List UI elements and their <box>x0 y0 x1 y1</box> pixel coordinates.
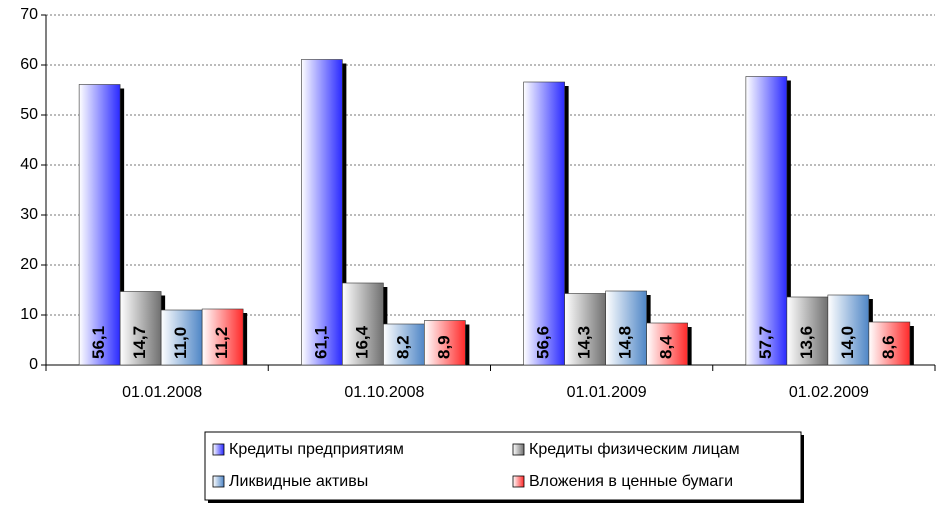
value-label: 8,6 <box>879 335 898 359</box>
y-tick-label: 10 <box>20 306 38 323</box>
bar <box>301 59 343 366</box>
bar <box>383 323 425 366</box>
y-tick-label: 50 <box>20 106 38 123</box>
legend-label: Кредиты предприятиям <box>229 441 404 458</box>
bar <box>745 76 788 366</box>
legend-label: Ликвидные активы <box>229 473 368 490</box>
value-label: 8,9 <box>434 335 453 359</box>
value-label: 14,0 <box>838 326 857 359</box>
y-tick-label: 20 <box>20 256 38 273</box>
y-tick-label: 70 <box>20 6 38 23</box>
value-label: 14,7 <box>130 326 149 359</box>
value-label: 56,1 <box>89 326 108 359</box>
bar <box>868 321 911 366</box>
value-label: 16,4 <box>352 325 371 359</box>
value-label: 14,8 <box>616 326 635 359</box>
bar <box>201 308 244 366</box>
bar <box>786 296 829 366</box>
legend <box>204 431 802 501</box>
bar <box>827 294 870 366</box>
value-label: 11,2 <box>212 327 231 359</box>
bar <box>646 322 688 366</box>
legend-swatch <box>212 443 225 456</box>
y-tick-label: 0 <box>29 356 38 373</box>
value-label: 57,7 <box>756 326 775 359</box>
bar <box>119 291 162 366</box>
value-label: 11,0 <box>171 327 190 359</box>
value-label: 8,2 <box>393 335 412 359</box>
bar <box>78 84 121 366</box>
bar <box>342 282 384 366</box>
legend-swatch <box>512 443 525 456</box>
legend-swatch <box>212 475 225 488</box>
x-tick-label: 01.01.2009 <box>567 384 647 401</box>
bar <box>605 290 647 366</box>
bar <box>564 293 606 366</box>
value-label: 13,6 <box>797 326 816 359</box>
y-tick-label: 30 <box>20 206 38 223</box>
bar <box>523 81 565 366</box>
value-label: 8,4 <box>657 335 676 359</box>
legend-label: Кредиты физическим лицам <box>529 441 740 458</box>
x-tick-label: 01.01.2008 <box>122 384 202 401</box>
legend-label: Вложения в ценные бумаги <box>529 473 733 490</box>
legend-swatch <box>512 475 525 488</box>
x-tick-label: 01.10.2008 <box>344 384 424 401</box>
bar <box>424 320 466 366</box>
value-label: 61,1 <box>311 326 330 359</box>
value-label: 14,3 <box>575 326 594 359</box>
value-label: 56,6 <box>534 326 553 359</box>
x-tick-label: 01.02.2009 <box>789 384 869 401</box>
y-tick-label: 40 <box>20 156 38 173</box>
y-tick-label: 60 <box>20 56 38 73</box>
